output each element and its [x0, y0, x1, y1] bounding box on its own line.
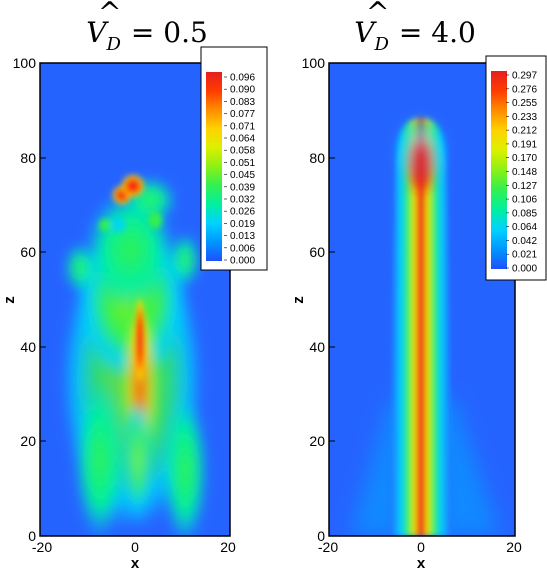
panel-left-title: VD = 0.5 [86, 16, 208, 55]
ytick-right-0: 0 [317, 528, 325, 544]
colorbar-scale-left [206, 72, 222, 261]
panel-left: VD = 0.5 ^ [1, 0, 268, 571]
colorbar-right-label: 0.000 [512, 264, 537, 275]
y-ticks-right [329, 62, 335, 537]
panel-right-title: VD = 4.0 [354, 16, 476, 55]
colorbar-right-label: 0.212 [512, 126, 537, 137]
ytick-right-100: 100 [302, 55, 326, 71]
xtick-right-0: 0 [417, 539, 425, 555]
plot-area-right [329, 63, 515, 536]
hot-spots-left [99, 174, 162, 385]
colorbar-left-label: 0.032 [230, 195, 255, 206]
colorbar-right-label: 0.276 [512, 84, 537, 95]
colorbar-left-label: 0.096 [230, 73, 255, 84]
colorbar-left-label: 0.026 [230, 207, 255, 218]
xtick-left-20: 20 [220, 539, 236, 555]
ytick-right-20: 20 [309, 433, 325, 449]
xtick-left-0: 0 [131, 539, 139, 555]
y-ticks-left [40, 62, 46, 537]
colorbar-right-label: 0.127 [512, 181, 537, 192]
colorbar-left-label: 0.000 [230, 256, 255, 267]
colorbar-left-label: 0.045 [230, 170, 255, 181]
ytick-left-0: 0 [28, 528, 36, 544]
plume-field-left [62, 178, 207, 536]
colorbar-right-label: 0.255 [512, 98, 537, 109]
colorbar-right-label: 0.233 [512, 112, 537, 123]
colorbar-right-label: 0.021 [512, 250, 537, 261]
ytick-right-40: 40 [309, 339, 325, 355]
colorbar-right-label: 0.170 [512, 153, 537, 164]
colorbar-right: 0.297 0.276 0.255 0.233 0.212 0.191 0.170 0.148… [485, 55, 547, 281]
ytick-left-20: 20 [20, 433, 36, 449]
xtick-left-neg20: -20 [32, 539, 52, 555]
colorbar-right-label: 0.042 [512, 236, 537, 247]
xtick-right-20: 20 [506, 539, 522, 555]
xlabel-right: x [417, 555, 426, 571]
ylabel-left: z [1, 296, 18, 304]
colorbar-right-label: 0.148 [512, 167, 537, 178]
colorbar-right-label: 0.297 [512, 71, 537, 82]
plot-area-left [40, 63, 230, 536]
panel-right-title-hat: ^ [366, 0, 389, 29]
column-cap-right [399, 120, 443, 190]
ytick-left-40: 40 [20, 339, 36, 355]
colorbar-left-label: 0.006 [230, 243, 255, 254]
xlabel-left: x [131, 555, 140, 571]
colorbar-right-label: 0.106 [512, 195, 537, 206]
colorbar-left-label: 0.090 [230, 85, 255, 96]
ytick-left-100: 100 [13, 55, 37, 71]
colorbar-left-label: 0.019 [230, 219, 255, 230]
colorbar-left-label: 0.077 [230, 109, 255, 120]
plot-frame-right [328, 62, 516, 537]
colorbar-left-label: 0.058 [230, 146, 255, 157]
colorbar-scale-right [491, 71, 507, 269]
colorbar-right-label: 0.064 [512, 222, 537, 233]
colorbar-left-label: 0.083 [230, 97, 255, 108]
panel-left-title-hat: ^ [98, 0, 121, 29]
xtick-right-neg20: -20 [318, 539, 338, 555]
colorbar-left-label: 0.064 [230, 134, 255, 145]
ytick-right-80: 80 [309, 150, 325, 166]
colorbar-right-label: 0.085 [512, 208, 537, 219]
colorbar-left-label: 0.013 [230, 231, 255, 242]
colorbar-right-label: 0.191 [512, 139, 537, 150]
colorbar-left-label: 0.051 [230, 158, 255, 169]
ylabel-right: z [290, 296, 307, 304]
panel-right: VD = 4.0 ^ 0 20 40 60 80 100 -2 [290, 0, 547, 571]
plot-frame-left [39, 62, 231, 537]
colorbar-left-label: 0.071 [230, 121, 255, 132]
ytick-right-60: 60 [309, 244, 325, 260]
ytick-left-60: 60 [20, 244, 36, 260]
colorbar-left-label: 0.039 [230, 182, 255, 193]
column-right [390, 118, 452, 536]
ytick-left-80: 80 [20, 150, 36, 166]
